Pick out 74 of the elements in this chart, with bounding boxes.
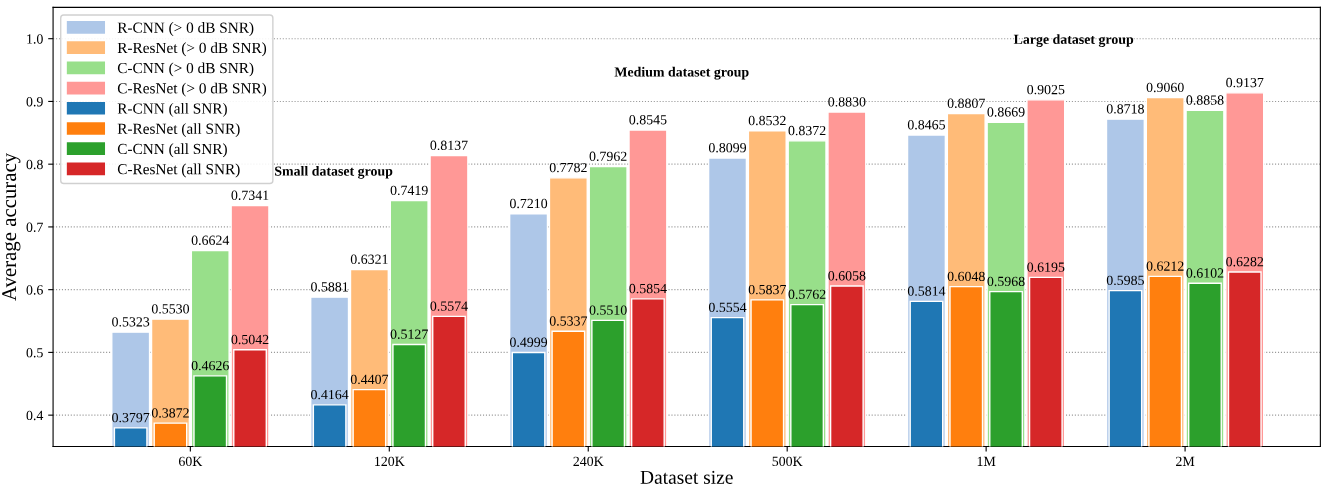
x-tick-label: 60K: [178, 456, 203, 467]
data-label: 0.3872: [151, 408, 189, 418]
data-label: 0.4407: [350, 374, 389, 385]
data-label: 0.5554: [708, 302, 747, 313]
data-label: 0.5854: [629, 283, 667, 294]
data-label: 0.8858: [1186, 95, 1224, 105]
data-label: 0.7419: [390, 185, 428, 196]
data-label: 0.8718: [1106, 104, 1144, 114]
legend-label: C-CNN (> 0 dB SNR): [117, 62, 254, 77]
annotation: Medium dataset group: [614, 66, 749, 80]
data-label: 0.9060: [1146, 82, 1184, 93]
legend-label: C-CNN (all SNR): [117, 143, 227, 158]
legend-label: R-ResNet (> 0 dB SNR): [117, 42, 267, 57]
legend-label: C-ResNet (> 0 dB SNR): [117, 82, 267, 97]
data-label: 0.4164: [311, 389, 349, 400]
x-tick-label: 2M: [1176, 456, 1195, 466]
y-tick-label: 0.9: [26, 97, 43, 107]
data-label: 0.3797: [112, 412, 150, 423]
data-label: 0.6624: [191, 235, 230, 245]
y-axis-title: Average accuracy: [2, 152, 21, 301]
data-label: 0.6282: [1226, 257, 1264, 267]
y-tick-label: 0.4: [26, 410, 44, 421]
x-tick-label: 120K: [375, 456, 405, 467]
data-label: 0.4999: [509, 337, 548, 347]
data-label: 0.5881: [311, 282, 348, 292]
data-label: 0.5985: [1106, 275, 1144, 286]
data-label: 0.7341: [231, 190, 269, 200]
data-label: 0.8465: [907, 120, 946, 130]
legend-label: R-CNN (all SNR): [117, 102, 227, 117]
y-tick-label: 1.0: [27, 34, 43, 44]
data-label: 0.8532: [748, 115, 786, 126]
y-tick-label: 0.8: [26, 159, 43, 170]
data-label: 0.7210: [509, 198, 548, 209]
annotation: Small dataset group: [275, 165, 393, 179]
data-label: 0.8099: [708, 142, 747, 153]
legend-label: C-ResNet (all SNR): [117, 163, 240, 178]
data-label: 0.5127: [390, 329, 428, 339]
data-label: 0.8545: [629, 115, 667, 125]
data-label: 0.8669: [987, 107, 1025, 117]
data-label: 0.5323: [112, 317, 150, 327]
data-label: 0.5530: [151, 304, 190, 314]
data-label: 0.8137: [430, 140, 468, 151]
x-axis-title: Dataset size: [640, 470, 733, 484]
data-label: 0.9025: [1027, 84, 1065, 95]
data-label: 0.7962: [589, 151, 627, 162]
data-label: 0.5510: [589, 305, 627, 315]
data-label: 0.6195: [1027, 262, 1065, 272]
annotation: Large dataset group: [1013, 34, 1134, 47]
data-label: 0.4626: [191, 360, 229, 371]
data-label: 0.7782: [549, 162, 587, 173]
x-tick-label: 1M: [977, 456, 996, 466]
data-label: 0.6321: [350, 254, 388, 264]
data-label: 0.5762: [788, 289, 826, 300]
data-label: 0.6102: [1186, 268, 1224, 278]
data-label: 0.6048: [947, 271, 985, 282]
data-label: 0.5337: [549, 316, 588, 326]
data-label: 0.5042: [231, 334, 269, 345]
data-label: 0.8830: [828, 97, 866, 107]
y-tick-label: 0.5: [26, 347, 43, 358]
x-tick-label: 500K: [772, 456, 803, 467]
y-tick-label: 0.6: [26, 285, 43, 295]
data-label: 0.5837: [748, 284, 786, 295]
data-label: 0.5814: [907, 286, 946, 296]
data-label: 0.5968: [987, 276, 1025, 287]
data-label: 0.5574: [430, 301, 468, 311]
legend-label: R-CNN (> 0 dB SNR): [117, 22, 254, 36]
data-label: 0.9137: [1226, 77, 1264, 88]
x-tick-label: 240K: [573, 456, 604, 467]
data-label: 0.6058: [828, 271, 866, 281]
y-tick-label: 0.7: [26, 222, 43, 232]
data-label: 0.6212: [1146, 261, 1184, 271]
data-label: 0.8807: [947, 98, 985, 109]
data-label: 0.8372: [788, 125, 826, 136]
legend-label: R-ResNet (all SNR): [117, 123, 240, 137]
